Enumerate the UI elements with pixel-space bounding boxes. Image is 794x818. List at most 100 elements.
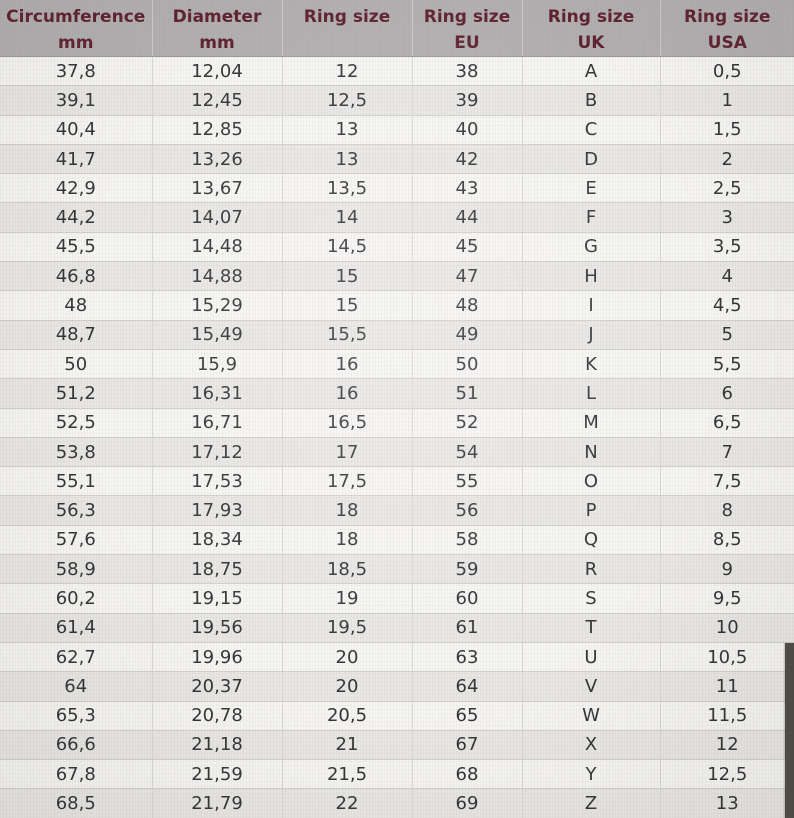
cell-circumference: 56,3 bbox=[0, 495, 153, 526]
cell-ring-size-eu: 51 bbox=[412, 378, 523, 409]
cell-ring-size: 17 bbox=[282, 437, 413, 468]
cell-ring-size-uk: X bbox=[522, 730, 661, 761]
cell-ring-size: 14 bbox=[282, 202, 413, 233]
cell-ring-size-eu: 55 bbox=[412, 466, 523, 497]
cell-diameter: 19,15 bbox=[152, 583, 283, 614]
table-row: 68,5 21,79 22 69 Z 13 bbox=[0, 788, 794, 818]
cell-ring-size-eu: 69 bbox=[412, 788, 523, 818]
table-row: 40,4 12,85 13 40 C 1,5 bbox=[0, 115, 794, 145]
table-row: 46,8 14,88 15 47 H 4 bbox=[0, 261, 794, 292]
cell-ring-size-eu: 63 bbox=[412, 642, 523, 673]
cell-ring-size: 19,5 bbox=[282, 613, 413, 643]
column-label: Ring size bbox=[684, 7, 771, 27]
cell-ring-size-uk: J bbox=[522, 320, 661, 350]
cell-ring-size: 17,5 bbox=[282, 466, 413, 497]
table-row: 58,9 18,75 18,5 59 R 9 bbox=[0, 554, 794, 585]
cell-ring-size-eu: 60 bbox=[412, 583, 523, 614]
cell-ring-size: 15 bbox=[282, 290, 413, 321]
cell-diameter: 13,26 bbox=[152, 144, 283, 175]
cell-ring-size-uk: Y bbox=[522, 759, 661, 790]
column-header-ring-size: Ring size bbox=[282, 0, 413, 57]
column-label: Ring size bbox=[303, 7, 391, 27]
cell-diameter: 16,71 bbox=[152, 408, 283, 438]
table-row: 37,8 12,04 12 38 A 0,5 bbox=[0, 56, 794, 87]
cell-circumference: 58,9 bbox=[0, 554, 153, 585]
cell-diameter: 21,79 bbox=[152, 788, 283, 818]
cell-ring-size: 19 bbox=[282, 583, 413, 614]
cell-ring-size-usa: 7 bbox=[660, 437, 794, 468]
cell-circumference: 60,2 bbox=[0, 583, 153, 614]
cell-circumference: 42,9 bbox=[0, 173, 153, 204]
cell-circumference: 51,2 bbox=[0, 378, 153, 409]
column-header-diameter: Diameter mm bbox=[152, 0, 283, 57]
cell-ring-size-uk: U bbox=[522, 642, 661, 673]
cell-circumference: 65,3 bbox=[0, 701, 153, 731]
cell-diameter: 17,53 bbox=[152, 466, 283, 497]
cell-diameter: 18,75 bbox=[152, 554, 283, 585]
column-header-circumference: Circumference mm bbox=[0, 0, 153, 57]
table-row: 56,3 17,93 18 56 P 8 bbox=[0, 495, 794, 526]
cell-ring-size-eu: 52 bbox=[412, 408, 523, 438]
cell-diameter: 13,67 bbox=[152, 173, 283, 204]
cell-diameter: 16,31 bbox=[152, 378, 283, 409]
cell-ring-size: 12 bbox=[282, 56, 413, 87]
cell-diameter: 15,49 bbox=[152, 320, 283, 350]
cell-diameter: 19,96 bbox=[152, 642, 283, 673]
cell-ring-size-uk: F bbox=[522, 202, 661, 233]
cell-ring-size-usa: 4 bbox=[660, 261, 794, 292]
cell-ring-size-uk: Q bbox=[522, 525, 661, 556]
cell-circumference: 44,2 bbox=[0, 202, 153, 233]
cell-ring-size-usa: 2,5 bbox=[660, 173, 794, 204]
cell-ring-size-usa: 5,5 bbox=[660, 349, 794, 380]
cell-diameter: 15,9 bbox=[152, 349, 283, 380]
cell-circumference: 45,5 bbox=[0, 232, 153, 263]
cell-ring-size-usa: 6,5 bbox=[660, 408, 794, 438]
cell-ring-size-usa: 10,5 bbox=[660, 642, 794, 673]
cell-ring-size-usa: 1 bbox=[660, 85, 794, 116]
cell-ring-size-uk: D bbox=[522, 144, 661, 175]
cell-ring-size-usa: 1,5 bbox=[660, 115, 794, 145]
cell-ring-size-usa: 5 bbox=[660, 320, 794, 350]
cell-circumference: 48 bbox=[0, 290, 153, 321]
cell-ring-size-usa: 11 bbox=[660, 671, 794, 702]
column-unit: UK bbox=[577, 32, 605, 53]
cell-ring-size-usa: 13 bbox=[660, 788, 794, 818]
cell-ring-size-eu: 38 bbox=[412, 56, 523, 87]
header-row: Circumference mm Diameter mm Ring size Ring s… bbox=[0, 0, 794, 57]
cell-ring-size: 13,5 bbox=[282, 173, 413, 204]
cell-ring-size-uk: N bbox=[522, 437, 661, 468]
cell-ring-size-uk: S bbox=[522, 583, 661, 614]
cell-ring-size-eu: 43 bbox=[412, 173, 523, 204]
cell-diameter: 21,18 bbox=[152, 730, 283, 761]
table-row: 62,7 19,96 20 63 U 10,5 bbox=[0, 642, 794, 673]
cell-ring-size: 18,5 bbox=[282, 554, 413, 585]
cell-diameter: 12,45 bbox=[152, 85, 283, 116]
cell-ring-size: 16 bbox=[282, 349, 413, 380]
table-row: 50 15,9 16 50 K 5,5 bbox=[0, 349, 794, 380]
table-row: 51,2 16,31 16 51 L 6 bbox=[0, 378, 794, 409]
cell-ring-size: 21,5 bbox=[282, 759, 413, 790]
cell-ring-size-usa: 11,5 bbox=[660, 701, 794, 731]
cell-ring-size-usa: 9,5 bbox=[660, 583, 794, 614]
column-unit: mm bbox=[58, 32, 94, 53]
cell-diameter: 12,85 bbox=[152, 115, 283, 145]
cell-ring-size-usa: 2 bbox=[660, 144, 794, 175]
table-row: 45,5 14,48 14,5 45 G 3,5 bbox=[0, 232, 794, 263]
cell-circumference: 55,1 bbox=[0, 466, 153, 497]
column-header-ring-size-uk: Ring size UK bbox=[522, 0, 661, 57]
column-label: Ring size bbox=[423, 7, 511, 27]
cell-diameter: 21,59 bbox=[152, 759, 283, 790]
scrollbar-thumb[interactable] bbox=[785, 643, 794, 818]
cell-ring-size: 20,5 bbox=[282, 701, 413, 731]
cell-circumference: 61,4 bbox=[0, 613, 153, 643]
table-row: 67,8 21,59 21,5 68 Y 12,5 bbox=[0, 759, 794, 790]
cell-ring-size: 15 bbox=[282, 261, 413, 292]
cell-ring-size-uk: P bbox=[522, 495, 661, 526]
cell-circumference: 67,8 bbox=[0, 759, 153, 790]
cell-diameter: 15,29 bbox=[152, 290, 283, 321]
cell-ring-size-eu: 40 bbox=[412, 115, 523, 145]
cell-circumference: 57,6 bbox=[0, 525, 153, 556]
cell-circumference: 68,5 bbox=[0, 788, 153, 818]
